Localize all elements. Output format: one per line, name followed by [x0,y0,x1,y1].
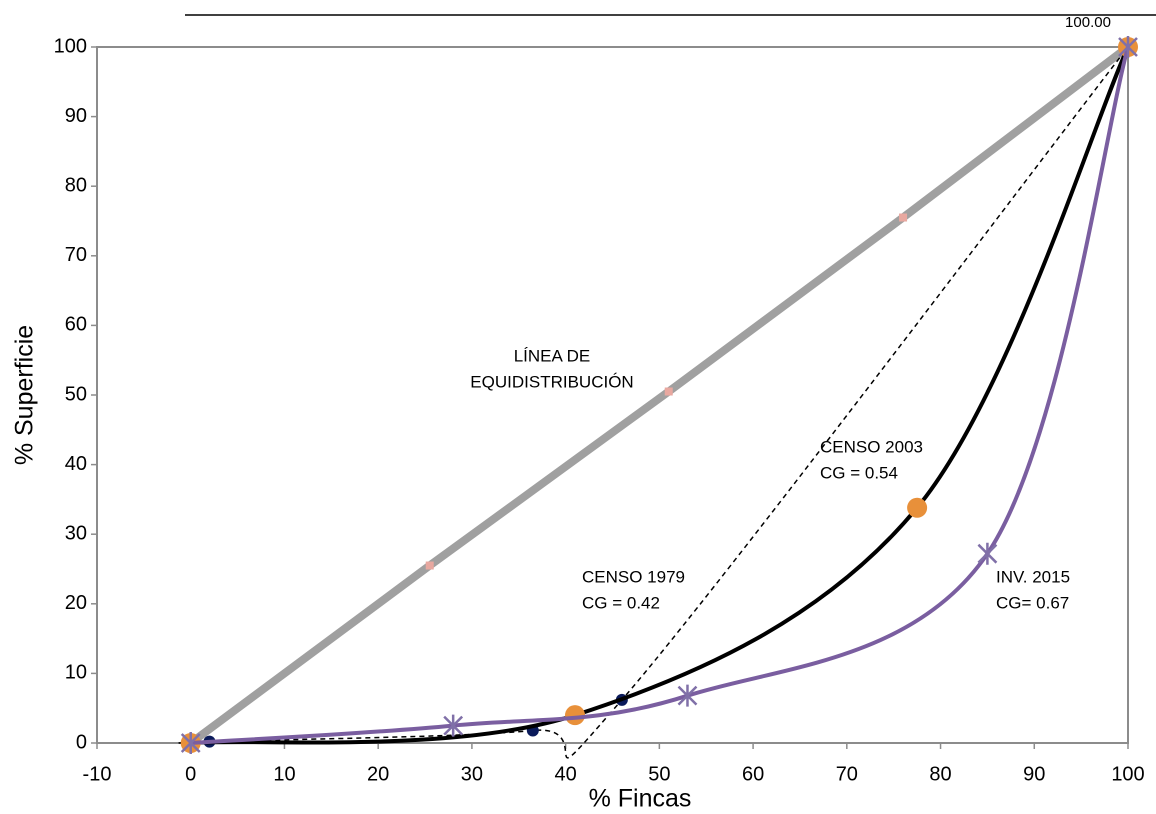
marker [180,732,201,754]
series-label: INV. 2015 [996,567,1070,586]
y-axis-label: % Superficie [11,325,39,465]
y-tick-label: 40 [65,453,87,475]
series-label: CENSO 1979 [582,567,685,586]
series-label: CENSO 2003 [820,437,923,456]
marker [443,714,464,737]
marker [899,213,908,222]
y-tick-label: 60 [65,314,87,336]
plot-border [96,46,1129,744]
y-tick-label: 30 [65,522,87,544]
marker [1118,36,1138,58]
y-tick-label: 80 [65,174,87,196]
marker [977,542,998,565]
y-tick-label: 90 [65,105,87,127]
x-tick-label: 60 [742,763,764,785]
y-tick-label: 70 [65,244,87,266]
y-tick-label: 0 [76,731,87,753]
y-tick-label: 10 [65,662,87,684]
x-tick-label: 30 [461,763,483,785]
x-axis-label: % Fincas [589,785,692,813]
x-tick-label: 70 [836,763,858,785]
x-tick-label: 10 [273,763,295,785]
marker [425,561,434,570]
x-tick-label: 50 [648,763,670,785]
series-note: CG= 0.67 [996,593,1069,612]
x-tick-label: 40 [555,763,577,785]
x-tick-label: 80 [929,763,951,785]
marker [565,705,586,726]
series-line [190,46,1130,745]
series-line [190,46,1130,745]
y-tick-label: 50 [65,383,87,405]
marker [664,387,673,396]
marker [907,497,928,518]
series-note: CG = 0.54 [820,463,898,482]
marker [677,684,698,707]
x-tick-label: 100 [1111,763,1144,785]
y-tick-label: 20 [65,592,87,614]
series-note: EQUIDISTRIBUCIÓN [470,372,633,391]
data-label: 100.00 [1065,14,1111,31]
x-tick-label: 0 [185,763,196,785]
y-tick-label: 100 [54,35,87,57]
x-tick-label: 90 [1023,763,1045,785]
x-tick-label: -10 [83,763,112,785]
x-tick-label: 20 [367,763,389,785]
series-note: CG = 0.42 [582,593,660,612]
series-label: LÍNEA DE [514,346,591,365]
